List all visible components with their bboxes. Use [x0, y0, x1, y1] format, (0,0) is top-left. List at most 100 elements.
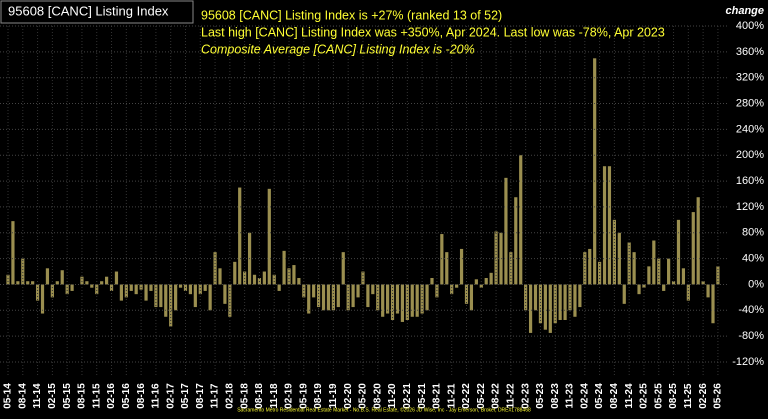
y-tick-label: 200%	[736, 149, 764, 161]
bar	[351, 284, 355, 308]
bar	[489, 272, 493, 285]
bar	[425, 284, 429, 311]
bar	[612, 219, 616, 285]
bar	[341, 252, 345, 285]
bar	[400, 284, 404, 322]
bar	[193, 284, 197, 308]
bar	[356, 284, 360, 298]
bar	[568, 284, 572, 311]
bar	[228, 284, 232, 317]
bar	[80, 276, 84, 285]
bar	[686, 284, 690, 301]
bar	[415, 284, 419, 317]
bar	[573, 284, 577, 317]
bar	[6, 274, 10, 285]
bar	[218, 268, 222, 285]
bar	[134, 284, 138, 295]
bar	[114, 271, 119, 285]
x-tick-label: 02-16	[106, 383, 117, 409]
x-tick-label: 02-19	[284, 383, 295, 409]
x-tick-label: 05-15	[62, 383, 73, 409]
bar	[479, 284, 483, 288]
x-tick-label: 05-19	[298, 383, 309, 409]
bar	[410, 284, 414, 317]
x-tick-label: 05-23	[535, 383, 546, 409]
bar	[504, 177, 508, 285]
x-tick-label: 02-24	[579, 383, 590, 409]
bar	[129, 284, 133, 291]
bar	[548, 284, 552, 333]
bar	[203, 284, 207, 291]
x-tick-label: 02-18	[224, 383, 235, 409]
bar	[652, 240, 656, 285]
bar	[445, 252, 449, 285]
bar	[484, 278, 488, 285]
x-tick-label: 02-17	[165, 383, 176, 409]
bar	[31, 281, 35, 285]
y-tick-label: 80%	[742, 227, 764, 239]
bar	[159, 284, 163, 308]
bar	[252, 274, 257, 285]
x-tick-label: 08-19	[313, 383, 324, 409]
x-tick-label: 11-23	[565, 383, 576, 408]
x-tick-label: 02-15	[47, 383, 58, 409]
bar	[307, 284, 311, 314]
bar	[647, 266, 651, 285]
x-tick-label: 05-24	[594, 383, 605, 409]
bar	[223, 284, 227, 304]
x-tick-label: 08-15	[77, 383, 88, 409]
bar	[450, 284, 454, 295]
bar	[105, 276, 109, 285]
bar	[326, 284, 331, 311]
x-tick-label: 11-25	[683, 383, 694, 408]
y-tick-label: 120%	[736, 201, 764, 213]
bar	[588, 248, 592, 285]
x-tick-label: 11-20	[387, 383, 398, 408]
chart-title: 95608 [CANC] Listing Index	[8, 3, 169, 18]
bar	[297, 278, 301, 285]
bar	[208, 284, 212, 311]
bar	[524, 284, 528, 311]
x-tick-label: 02-21	[402, 383, 413, 409]
bar	[282, 250, 286, 285]
y-tick-label: 0%	[748, 278, 764, 290]
y-tick-label: -40%	[738, 304, 764, 316]
bar	[376, 284, 380, 311]
bar	[671, 281, 676, 285]
y-tick-label: 400%	[736, 20, 764, 32]
bar	[100, 281, 104, 285]
x-tick-label: 08-23	[550, 383, 561, 409]
y-tick-label: 240%	[736, 123, 764, 135]
bar	[386, 284, 390, 314]
bar	[144, 284, 148, 301]
bar	[70, 284, 74, 291]
bar	[267, 188, 271, 285]
bar	[233, 261, 237, 285]
x-tick-label: 11-17	[210, 383, 221, 408]
bar	[85, 281, 89, 285]
annotation: Last high [CANC] Listing Index was +350%…	[201, 25, 665, 39]
bar	[459, 248, 464, 285]
bar	[509, 252, 513, 285]
bar	[55, 281, 59, 285]
bar	[198, 284, 202, 295]
bar	[701, 281, 705, 285]
y-tick-label: -80%	[738, 330, 764, 342]
bar	[316, 284, 321, 308]
bar	[681, 268, 686, 285]
x-tick-label: 11-24	[624, 383, 635, 408]
bar	[371, 284, 375, 295]
bar	[321, 284, 326, 311]
footer: Sacramento Metro Residential Real Estate…	[237, 406, 531, 413]
bar	[60, 270, 64, 285]
bar	[519, 155, 523, 285]
x-tick-label: 05-25	[653, 383, 664, 409]
bar	[336, 284, 340, 308]
bar	[706, 284, 710, 298]
bar	[272, 274, 276, 285]
bar	[174, 284, 178, 311]
bar	[711, 284, 715, 324]
bar	[563, 284, 567, 320]
bar	[667, 258, 671, 285]
